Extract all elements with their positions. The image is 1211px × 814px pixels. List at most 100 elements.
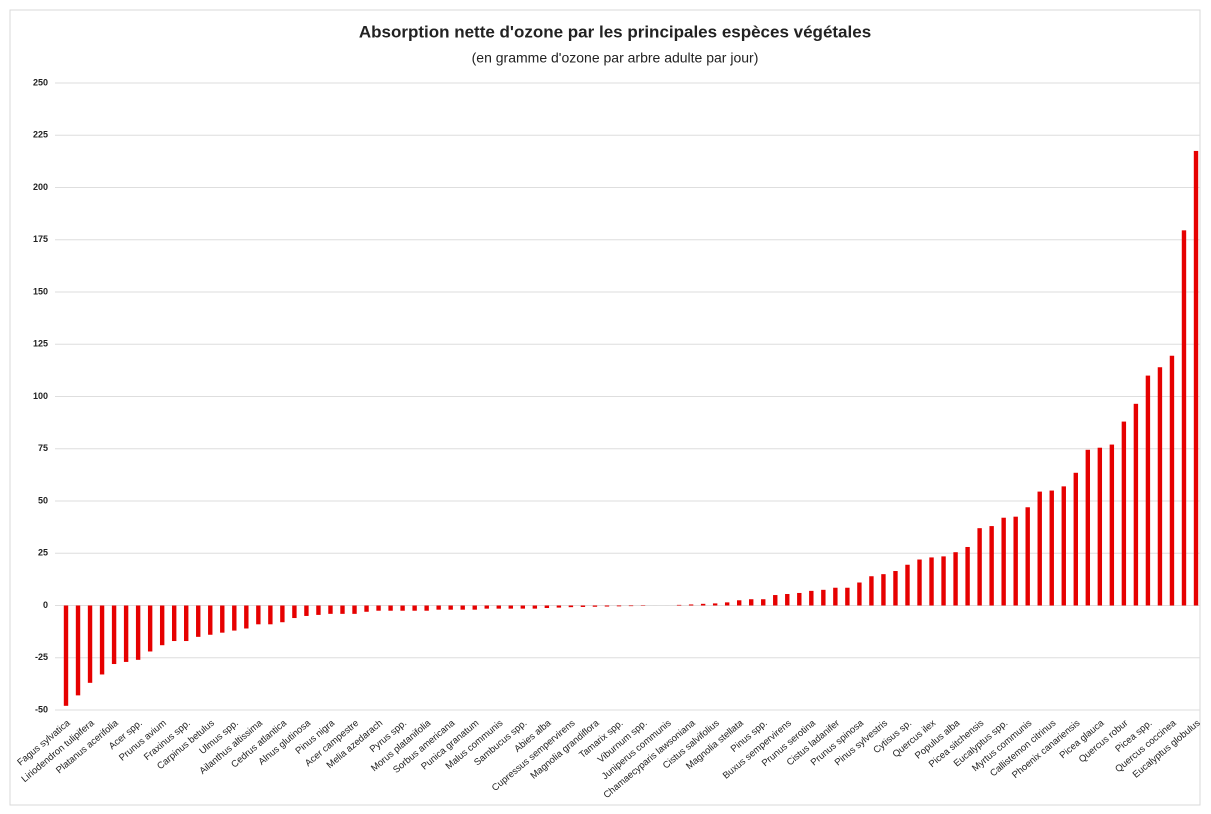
bar <box>1158 367 1162 605</box>
bar <box>1194 151 1198 606</box>
y-tick-label: 225 <box>33 130 48 140</box>
y-tick-label: 50 <box>38 495 48 505</box>
bar <box>521 606 525 609</box>
bar <box>1098 448 1102 606</box>
bar <box>292 606 296 619</box>
bar <box>1001 518 1005 606</box>
bar <box>448 606 452 610</box>
bar <box>424 606 428 611</box>
bar <box>328 606 332 614</box>
y-tick-label: 25 <box>38 548 48 558</box>
bar <box>340 606 344 614</box>
bar <box>461 606 465 610</box>
bar <box>569 606 573 608</box>
bar <box>1038 492 1042 606</box>
bar <box>184 606 188 642</box>
bar <box>749 599 753 605</box>
bar <box>376 606 380 611</box>
bar <box>593 606 597 607</box>
bar <box>400 606 404 611</box>
bar <box>1074 473 1078 606</box>
bar <box>160 606 164 646</box>
bar <box>929 557 933 605</box>
bar <box>1026 507 1030 605</box>
bar <box>473 606 477 610</box>
bar <box>196 606 200 637</box>
chart-title: Absorption nette d'ozone par les princip… <box>359 22 871 41</box>
bar <box>737 600 741 605</box>
bar <box>509 606 513 609</box>
bar <box>76 606 80 696</box>
bar <box>208 606 212 635</box>
bar <box>124 606 128 662</box>
bar <box>941 556 945 605</box>
bar <box>701 604 705 606</box>
bar <box>833 588 837 606</box>
bar <box>280 606 284 623</box>
bar <box>713 603 717 605</box>
bar <box>304 606 308 616</box>
bar <box>268 606 272 625</box>
bar <box>965 547 969 606</box>
bar <box>581 606 585 607</box>
bar <box>797 593 801 606</box>
bar <box>1146 376 1150 606</box>
bar <box>809 591 813 606</box>
bar <box>617 606 621 607</box>
bar <box>845 588 849 606</box>
y-tick-label: 125 <box>33 339 48 349</box>
bar <box>1062 486 1066 605</box>
bar <box>545 606 549 609</box>
bar <box>605 606 609 607</box>
bar <box>557 606 561 608</box>
bar <box>316 606 320 615</box>
bar <box>893 571 897 605</box>
bar <box>869 576 873 605</box>
y-tick-label: 200 <box>33 182 48 192</box>
bar <box>352 606 356 614</box>
bar <box>232 606 236 631</box>
bar <box>220 606 224 633</box>
bar <box>148 606 152 652</box>
bar <box>917 560 921 606</box>
bar <box>857 583 861 606</box>
bar <box>1182 230 1186 605</box>
bar <box>112 606 116 665</box>
bar <box>1170 356 1174 606</box>
y-tick-label: 75 <box>38 443 48 453</box>
y-tick-label: 175 <box>33 234 48 244</box>
bar <box>1013 517 1017 606</box>
chart-frame <box>10 10 1200 805</box>
y-tick-label: -50 <box>35 704 48 714</box>
bar <box>256 606 260 625</box>
bar <box>629 606 633 607</box>
y-tick-label: 150 <box>33 286 48 296</box>
bar <box>821 590 825 606</box>
bar <box>1122 422 1126 606</box>
bar <box>689 604 693 605</box>
bar <box>244 606 248 629</box>
bar <box>1134 404 1138 606</box>
bar <box>497 606 501 609</box>
bar <box>412 606 416 611</box>
bar <box>1050 491 1054 606</box>
bar <box>953 552 957 605</box>
chart-subtitle: (en gramme d'ozone par arbre adulte par … <box>472 50 759 66</box>
y-tick-label: 250 <box>33 77 48 87</box>
bar <box>1086 450 1090 606</box>
bar <box>977 528 981 605</box>
bar <box>677 605 681 606</box>
bar <box>64 606 68 706</box>
bar <box>989 526 993 605</box>
bar <box>436 606 440 610</box>
bar <box>485 606 489 609</box>
bar <box>533 606 537 609</box>
y-tick-label: 0 <box>43 600 48 610</box>
y-tick-label: 100 <box>33 391 48 401</box>
y-tick-label: -25 <box>35 652 48 662</box>
bar <box>773 595 777 605</box>
bar <box>136 606 140 660</box>
bar <box>881 574 885 605</box>
bar <box>100 606 104 675</box>
